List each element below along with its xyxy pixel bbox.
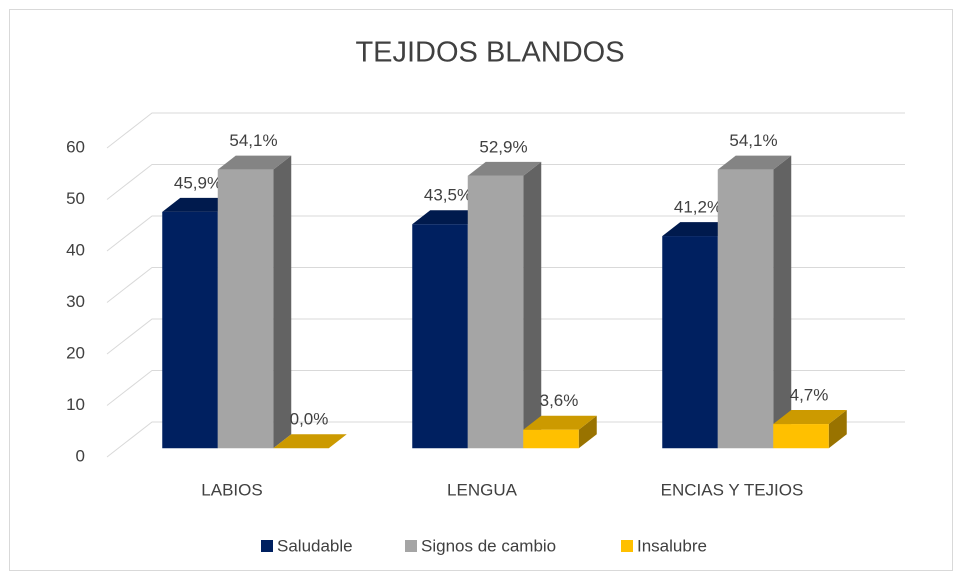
bar-side xyxy=(773,155,792,449)
legend-swatch xyxy=(405,540,417,552)
x-tick-label: LABIOS xyxy=(201,480,262,499)
bar-top xyxy=(162,197,236,212)
data-label: 52,9% xyxy=(479,137,527,156)
y-tick-label: 60 xyxy=(66,137,85,156)
bar xyxy=(717,169,774,449)
y-tick-label: 10 xyxy=(66,395,85,414)
y-tick-label: 0 xyxy=(76,446,85,465)
bar xyxy=(217,169,274,449)
legend-swatch xyxy=(261,540,273,552)
data-label: 45,9% xyxy=(174,173,222,192)
bar-side xyxy=(828,410,847,449)
bar xyxy=(162,211,218,449)
data-label: 0,0% xyxy=(290,410,329,429)
x-tick-label: ENCIAS Y TEJIOS xyxy=(661,480,804,499)
chart-title: TEJIDOS BLANDOS xyxy=(355,37,624,69)
grid-line xyxy=(106,267,905,303)
data-label: 43,5% xyxy=(424,186,472,205)
grid-line xyxy=(106,164,905,200)
legend-label: Insalubre xyxy=(637,536,707,555)
bar-top xyxy=(412,210,486,225)
y-tick-label: 50 xyxy=(66,189,85,208)
grid-line xyxy=(106,318,905,355)
bar-side xyxy=(523,161,542,449)
data-label: 54,1% xyxy=(729,131,777,150)
bar-top xyxy=(717,155,792,170)
data-label: 3,6% xyxy=(540,391,579,410)
bar-top xyxy=(773,410,847,425)
grid-line xyxy=(106,370,905,406)
bar xyxy=(773,424,829,449)
data-label: 41,2% xyxy=(674,198,722,217)
y-tick-label: 30 xyxy=(66,292,85,311)
grid-line xyxy=(106,112,905,149)
bar-top xyxy=(273,434,347,449)
y-tick-label: 40 xyxy=(66,240,85,259)
legend-swatch xyxy=(621,540,633,552)
legend-label: Signos de cambio xyxy=(421,536,556,555)
x-tick-label: LENGUA xyxy=(447,480,518,499)
bar-top xyxy=(523,415,597,430)
grid-line xyxy=(106,215,905,252)
data-label: 4,7% xyxy=(790,386,829,405)
bar xyxy=(662,236,718,449)
bar xyxy=(523,429,579,449)
grid-line xyxy=(106,421,905,458)
bar-top xyxy=(662,222,736,237)
bar-top xyxy=(217,155,292,170)
bar xyxy=(412,224,468,449)
y-tick-label: 20 xyxy=(66,343,85,362)
bar-side xyxy=(578,415,597,449)
legend-label: Saludable xyxy=(277,536,353,555)
data-label: 54,1% xyxy=(229,131,277,150)
bar-top xyxy=(467,161,542,176)
bar xyxy=(467,175,524,449)
bar-side xyxy=(273,155,292,449)
